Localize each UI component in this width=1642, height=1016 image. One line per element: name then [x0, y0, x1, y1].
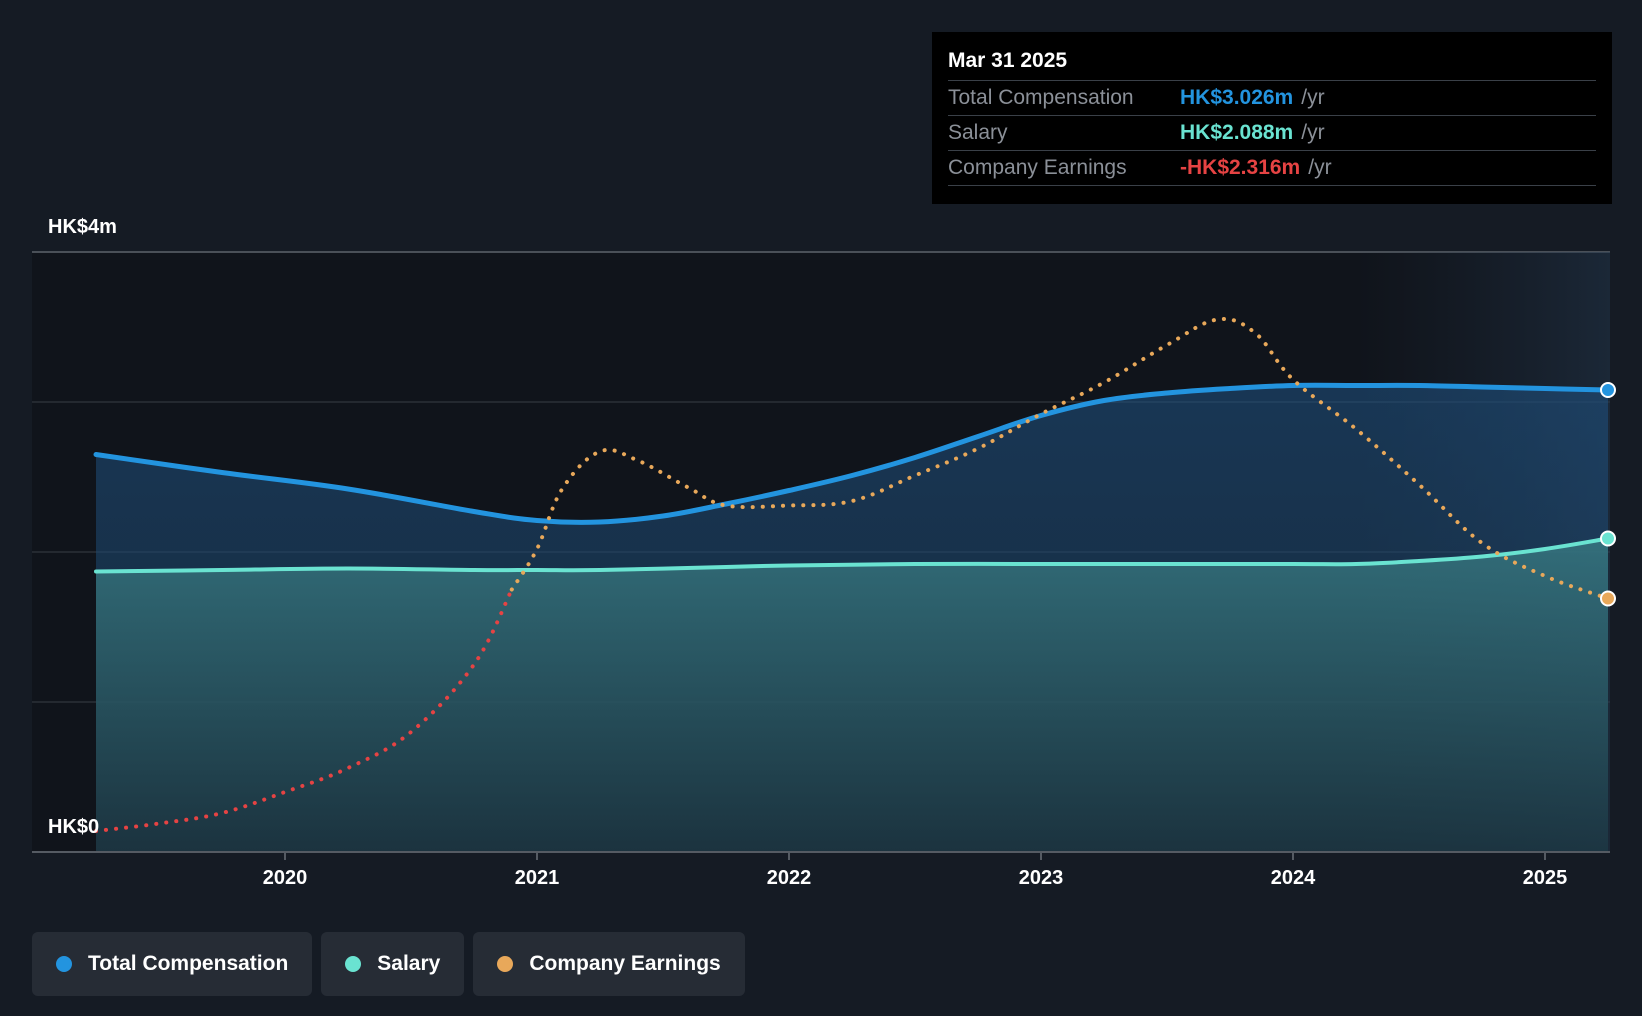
tooltip-unit: /yr: [1301, 86, 1325, 109]
company-earnings-end-marker: [1600, 590, 1616, 607]
x-tick-label: 2025: [1522, 867, 1568, 889]
salary-area: [96, 538, 1608, 852]
total-compensation-line: [93, 382, 1611, 525]
total-compensation-end-marker: [1600, 382, 1616, 398]
legend-label: Company Earnings: [529, 952, 721, 975]
y-axis-bottom-label: HK$0: [48, 816, 100, 838]
tooltip-date: Mar 31 2025: [948, 49, 1068, 72]
company-earnings-line: [509, 317, 1610, 601]
tooltip-label: Company Earnings: [948, 156, 1127, 179]
company-earnings-line-negative: [94, 587, 514, 833]
legend-dot-icon: [497, 956, 514, 972]
salary-end-marker: [1600, 530, 1616, 547]
tooltip-row-company-earnings: Company Earnings -HK$2.316m /yr: [948, 150, 1596, 186]
y-axis-top-label: HK$4m: [48, 216, 117, 238]
legend-item-company-earnings[interactable]: Company Earnings: [473, 932, 745, 996]
legend-item-salary[interactable]: Salary: [321, 932, 465, 996]
tooltip-value: HK$2.088m: [1180, 121, 1294, 144]
x-tick-label: 2020: [262, 867, 308, 889]
legend-label: Salary: [377, 952, 441, 975]
tooltip-row-salary: Salary HK$2.088m /yr: [948, 115, 1596, 150]
legend: Total Compensation Salary Company Earnin…: [32, 932, 745, 996]
legend-dot-icon: [56, 956, 72, 972]
series-end-markers: [1600, 382, 1616, 607]
tooltip-value: HK$3.026m: [1180, 86, 1294, 109]
series-lines: [93, 317, 1611, 833]
tooltip-panel: Mar 31 2025 Total Compensation HK$3.026m…: [932, 32, 1612, 204]
x-tick-label: 2023: [1018, 867, 1064, 889]
tooltip-label: Salary: [948, 121, 1008, 144]
salary-line: [94, 536, 1610, 574]
legend-dot-icon: [345, 956, 362, 972]
legend-item-total-compensation[interactable]: Total Compensation: [32, 932, 313, 996]
x-tick-label: 2021: [514, 867, 560, 889]
tooltip-label: Total Compensation: [948, 86, 1134, 109]
x-tick-label: 2024: [1270, 867, 1316, 889]
legend-label: Total Compensation: [88, 952, 289, 975]
tooltip-row-total-compensation: Total Compensation HK$3.026m /yr: [948, 80, 1596, 115]
tooltip-unit: /yr: [1301, 121, 1325, 144]
tooltip-value: -HK$2.316m: [1180, 156, 1301, 179]
tooltip-unit: /yr: [1308, 156, 1332, 179]
x-tick-label: 2022: [766, 867, 812, 889]
series-areas: [96, 385, 1608, 852]
